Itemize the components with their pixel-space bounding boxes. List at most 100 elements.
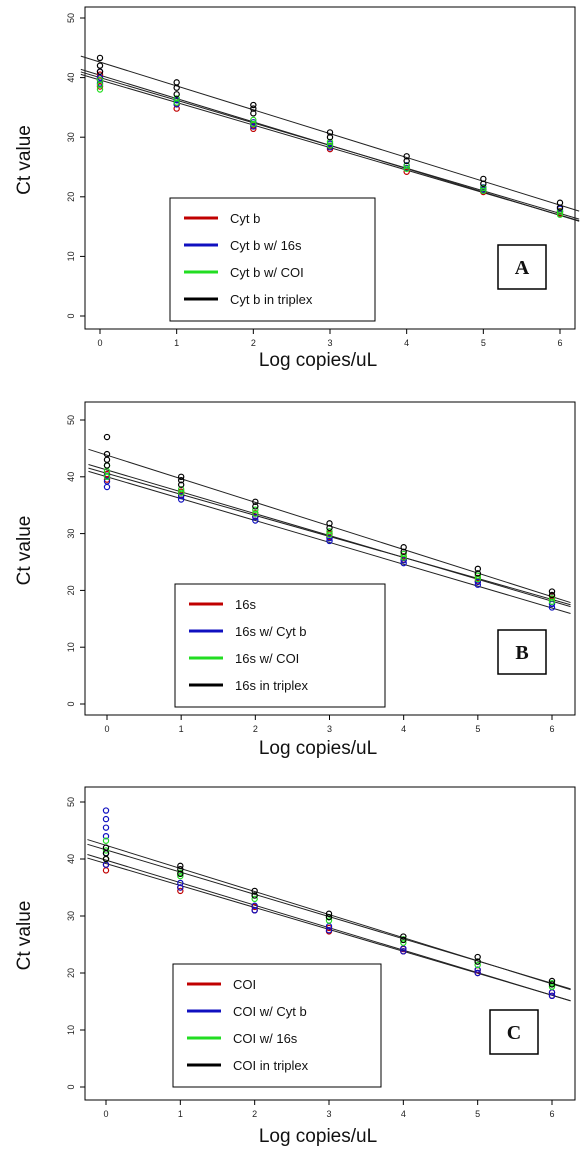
y-tick-label: 0 [66,701,76,706]
data-point-series-3 [326,142,334,149]
data-point-series-3 [556,208,564,215]
x-axis-title: Log copies/uL [259,350,377,371]
y-tick-label: 40 [66,472,76,482]
y-tick-label: 10 [66,642,76,652]
data-point-series-2 [251,902,258,909]
data-point-series-4 [474,958,481,965]
data-point-series-2 [400,948,407,955]
legend-label: COI in triplex [233,1058,309,1073]
data-point-series-3 [400,550,407,558]
data-point-series-4 [400,544,407,551]
chart-panel-b: 0 1 2 3 4 5 6 0 10 20 30 40 50 Log copies/uL Ct value 1… [14,401,576,759]
data-point-series-1 [102,867,110,874]
data-point-series-4 [548,981,556,988]
legend-label: 16s w/ Cyt b [235,624,307,639]
legend-label: Cyt b [230,211,260,226]
data-point-series-4 [326,129,334,136]
x-tick-label: 3 [327,338,332,348]
data-point-series-4 [252,503,259,510]
data-point-series-2 [251,907,258,914]
data-point-series-4 [177,862,184,870]
data-point-series-3 [474,961,481,969]
y-tick-label: 20 [66,585,76,595]
data-point-series-3 [326,531,333,538]
y-axis-title: Ct value [14,125,35,195]
panel-label: B [515,642,528,664]
x-tick-label: 4 [401,1109,406,1119]
data-point-series-4 [400,936,407,944]
data-point-series-4 [548,591,556,599]
data-point-series-4 [96,68,104,75]
data-point-series-4 [325,910,333,917]
data-point-series-4 [556,199,564,206]
legend-label: COI w/ 16s [233,1031,298,1046]
data-point-series-4 [474,565,482,573]
legend-label: 16s w/ COI [235,651,299,666]
data-point-series-3 [325,917,333,924]
data-point-series-2 [474,969,481,977]
y-tick-label: 0 [66,1084,76,1089]
y-tick-label: 40 [66,73,76,83]
data-point-series-3 [177,486,185,493]
data-point-series-2 [102,833,110,840]
data-point-series-3 [480,184,487,192]
data-point-series-4 [177,870,184,878]
chart-panel-a: 0 1 2 3 4 5 6 0 10 20 30 40 50 Log copies/uL Ct value C… [14,6,580,371]
data-point-series-2 [177,492,185,500]
legend: Cyt b Cyt b w/ 16s Cyt b w/ COI Cyt b in tr… [169,197,376,322]
x-tick-label: 5 [475,1109,480,1119]
x-tick-label: 5 [475,724,480,734]
data-point-series-4 [103,433,111,441]
panel-label-box [489,1009,539,1055]
panel-label: A [515,257,530,279]
data-point-series-2 [177,879,184,887]
data-point-series-4 [400,548,407,555]
data-point-series-2 [325,927,333,934]
data-point-series-2 [474,578,482,586]
data-point-series-4 [173,91,180,98]
panel-label-box [497,629,547,675]
legend-label: 16s [235,597,256,612]
data-point-series-3 [252,510,259,517]
x-axis-title: Log copies/uL [259,738,377,759]
data-point-series-3 [556,211,564,218]
data-point-series-3 [548,595,556,602]
data-point-series-4 [403,153,410,160]
data-point-series-3 [474,572,482,579]
data-point-series-3 [400,939,407,946]
panel-label: C [507,1022,521,1044]
y-tick-label: 10 [66,1025,76,1035]
data-point-series-3 [102,837,110,844]
data-point-series-2 [326,537,333,545]
data-point-series-3 [250,116,257,124]
data-point-series-4 [177,473,185,480]
data-point-series-4 [548,588,556,595]
data-point-series-4 [326,520,333,527]
x-tick-label: 0 [97,338,102,348]
data-point-series-4 [474,570,482,577]
data-point-series-4 [173,79,180,86]
y-axis-title: Ct value [14,901,35,971]
data-point-series-2 [103,483,111,491]
y-tick-label: 0 [66,313,76,318]
x-tick-label: 3 [326,1109,331,1119]
data-point-series-3 [252,506,259,513]
data-point-series-4 [250,105,257,112]
data-point-series-4 [400,933,407,940]
x-tick-label: 1 [174,338,179,348]
x-axis-title: Log copies/uL [259,1126,377,1147]
data-point-series-2 [400,557,407,564]
y-tick-label: 50 [66,797,76,807]
data-point-series-4 [326,524,333,532]
data-point-series-2 [474,966,481,973]
data-point-series-3 [177,489,185,496]
data-point-series-4 [480,175,487,183]
x-tick-label: 2 [251,338,256,348]
data-point-series-3 [102,847,110,854]
data-point-series-3 [548,598,556,605]
data-point-series-3 [177,872,184,880]
data-point-series-4 [251,887,258,895]
plot-frame [84,786,576,1101]
data-point-series-3 [480,187,487,195]
